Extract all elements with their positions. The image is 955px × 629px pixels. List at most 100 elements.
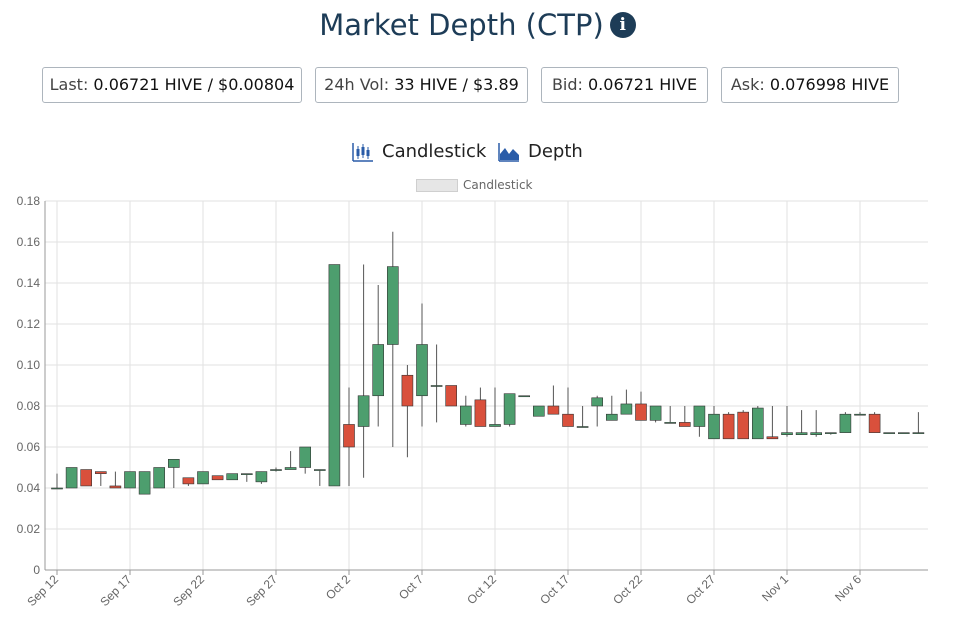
y-tick-label: 0.12: [17, 317, 41, 331]
bid-label: Bid:: [551, 75, 583, 94]
candle-body: [51, 487, 63, 490]
page-title: Market Depth (CTP): [319, 8, 604, 42]
area-chart-icon: [498, 143, 519, 162]
candle-body: [182, 477, 195, 485]
y-tick-label: 0.06: [17, 440, 41, 454]
tab-candlestick[interactable]: Candlestick: [352, 138, 486, 166]
candle-body: [226, 473, 238, 481]
legend-label: Candlestick: [463, 178, 533, 192]
candle-body: [343, 424, 355, 448]
candle-body: [430, 385, 443, 387]
candle-body: [416, 344, 428, 397]
candle-body: [489, 424, 501, 427]
candle-body: [591, 397, 604, 407]
x-tick-label: Nov 1: [759, 572, 791, 604]
last-price-label: Last:: [49, 75, 89, 94]
y-tick-label: 0: [33, 563, 40, 577]
candle-body: [197, 471, 209, 485]
candle-body: [138, 471, 151, 495]
candle-body: [241, 473, 253, 475]
candle-body: [95, 471, 107, 474]
ask-label: Ask:: [730, 75, 765, 94]
x-tick-label: Oct 17: [537, 572, 572, 607]
candle-body: [80, 469, 92, 487]
y-tick-label: 0.10: [17, 358, 41, 372]
stats-bar: Last: 0.06721 HIVE / $0.00804 24h Vol: 3…: [0, 67, 955, 103]
tab-depth[interactable]: Depth: [498, 138, 583, 166]
candle-body: [620, 403, 633, 415]
candle-body: [401, 374, 414, 407]
candle-body: [65, 467, 78, 489]
candle-body: [284, 467, 297, 470]
candle-body: [664, 422, 677, 424]
y-tick-label: 0.08: [17, 399, 41, 413]
tab-depth-label: Depth: [528, 141, 583, 162]
candle-body: [795, 432, 808, 435]
page-title-bar: Market Depth (CTP) i: [0, 8, 955, 42]
x-tick-label: Sep 17: [97, 572, 134, 609]
candlestick-chart: 0 0.02 0.04 0.06 0.08 0.10 0.12 0.14 0.16 0.18 Sep…: [17, 194, 928, 609]
candle-body: [883, 432, 896, 434]
candle-body: [868, 413, 881, 433]
candle-body: [897, 432, 910, 434]
x-tick-label: Sep 12: [24, 572, 61, 609]
candlestick-icon: [352, 143, 373, 162]
candle-body: [751, 407, 764, 440]
candle-body: [576, 426, 589, 428]
volume-box: 24h Vol: 33 HIVE / $3.89: [315, 67, 528, 103]
info-icon[interactable]: i: [609, 12, 636, 38]
x-tick-label: Oct 27: [683, 572, 718, 607]
candle-body: [153, 467, 165, 489]
y-tick-label: 0.02: [17, 522, 41, 536]
ask-box: Ask: 0.076998 HIVE: [721, 67, 899, 103]
y-tick-label: 0.16: [17, 235, 41, 249]
ask-value: 0.076998 HIVE: [769, 75, 890, 94]
legend-swatch: [416, 179, 458, 192]
candle-body: [532, 405, 545, 417]
candle-body: [693, 405, 706, 427]
chart-type-tabs: Candlestick Depth: [0, 138, 955, 166]
candle-body: [518, 395, 531, 398]
candle-body: [824, 432, 837, 434]
candle-body: [357, 395, 370, 427]
candle-body: [255, 471, 268, 483]
last-price-value: 0.06721 HIVE / $0.00804: [93, 75, 295, 94]
x-tick-label: Oct 22: [610, 572, 645, 607]
x-tick-label: Oct 12: [464, 572, 499, 607]
candle-body: [912, 432, 925, 434]
candle-body: [635, 403, 647, 421]
candle-body: [839, 413, 852, 433]
tab-candlestick-label: Candlestick: [382, 141, 487, 162]
x-tick-label: Sep 22: [170, 572, 207, 609]
candle-body: [737, 411, 750, 440]
volume-label: 24h Vol:: [324, 75, 390, 94]
y-tick-label: 0.18: [17, 194, 41, 208]
x-tick-label: Sep 27: [243, 572, 280, 609]
candle-body: [503, 393, 516, 425]
x-tick-label: Oct 7: [396, 572, 426, 602]
candle-body: [386, 266, 399, 345]
bid-value: 0.06721 HIVE: [588, 75, 698, 94]
candle-body: [562, 413, 574, 427]
bid-box: Bid: 0.06721 HIVE: [541, 67, 708, 103]
candle-body: [781, 432, 793, 435]
candle-body: [854, 413, 866, 416]
candle-body: [372, 344, 385, 397]
candle-body: [109, 485, 122, 489]
chart-legend[interactable]: Candlestick: [0, 178, 955, 194]
candle-body: [722, 413, 735, 440]
candle-body: [459, 405, 472, 425]
last-price-box: Last: 0.06721 HIVE / $0.00804: [42, 67, 302, 103]
candle-body: [547, 405, 560, 415]
candle-body: [168, 458, 180, 468]
candle-body: [678, 422, 691, 427]
candle-body: [649, 405, 662, 421]
candle-body: [328, 264, 341, 487]
candle-body: [810, 432, 823, 435]
candle-body: [474, 399, 487, 427]
candle-body: [766, 436, 779, 440]
candle-body: [708, 413, 720, 440]
candle-body: [605, 413, 618, 421]
volume-value: 33 HIVE / $3.89: [394, 75, 519, 94]
x-tick-label: Oct 2: [323, 572, 353, 602]
